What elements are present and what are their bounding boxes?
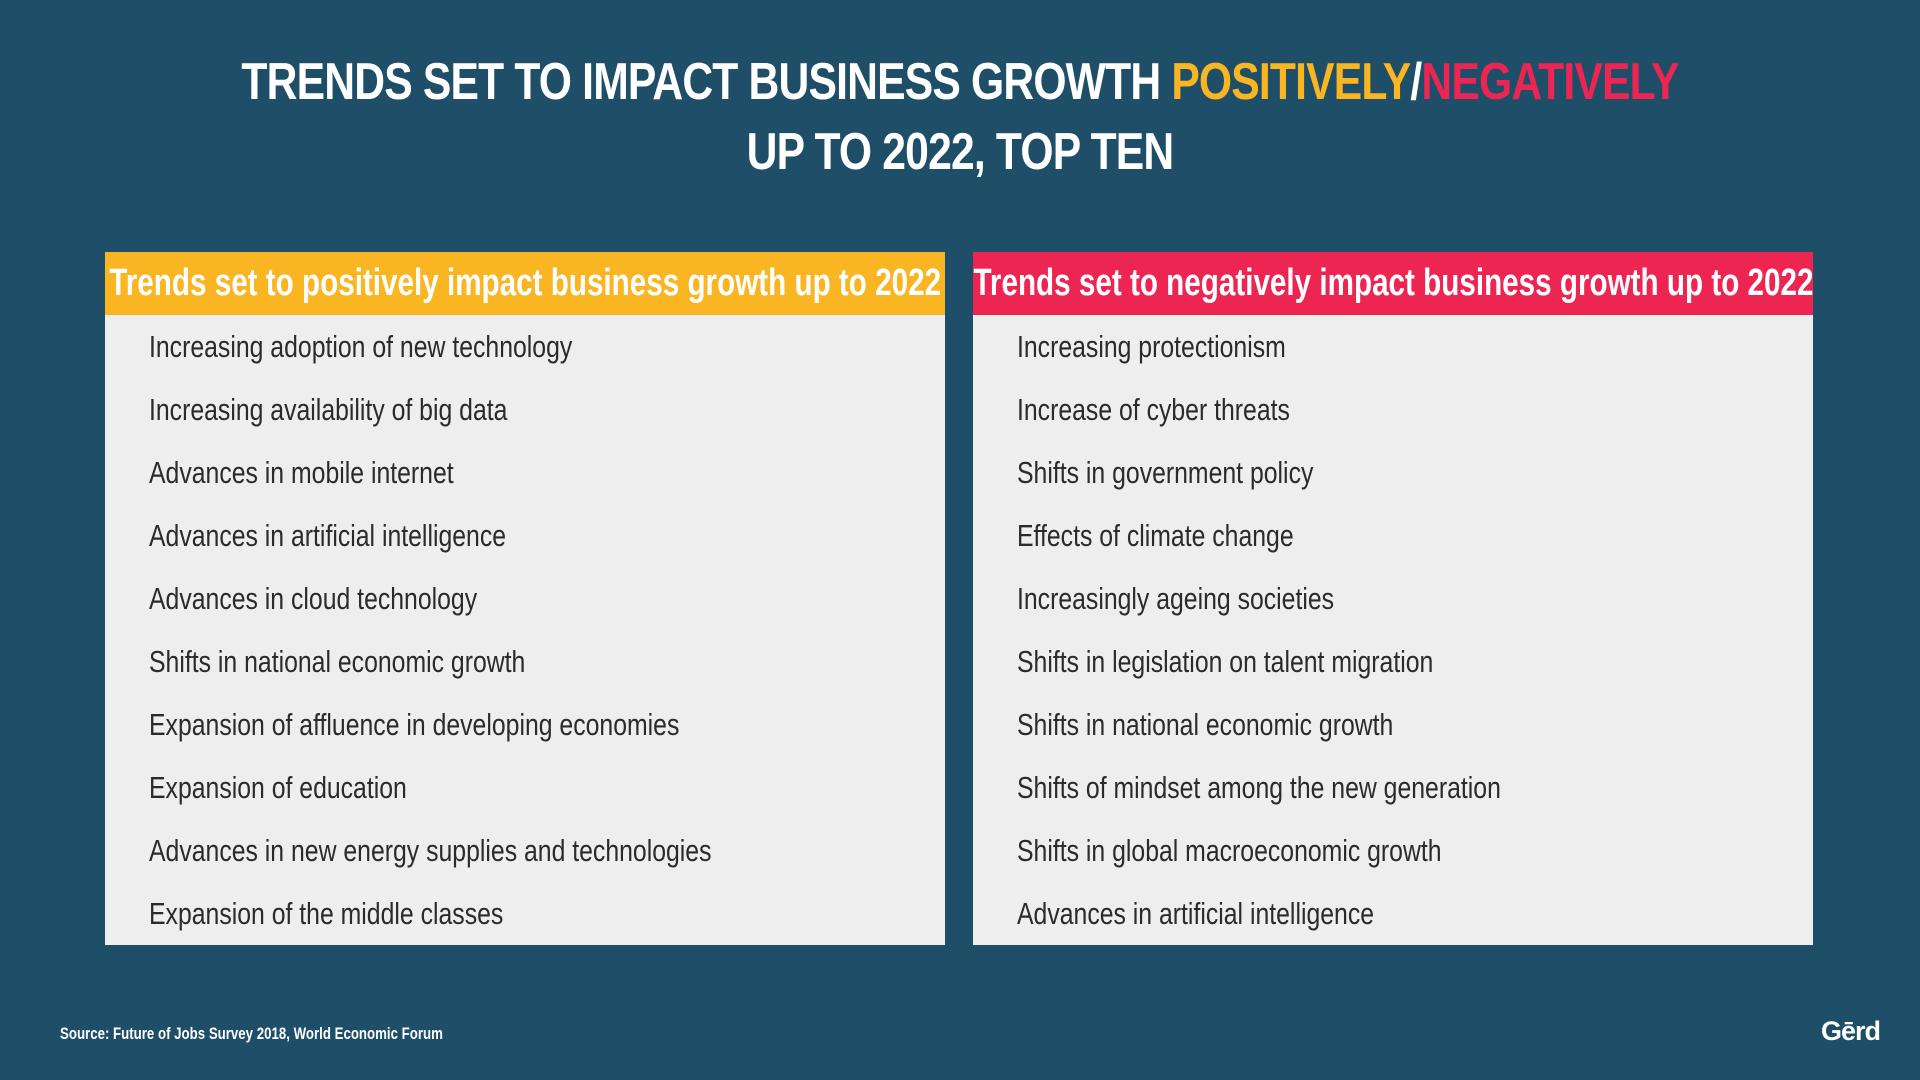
positive-trend-label: Advances in artificial intelligence bbox=[149, 518, 507, 553]
negative-trend-item: Shifts in government policy bbox=[973, 441, 1813, 504]
negative-trend-item: Shifts in national economic growth bbox=[973, 693, 1813, 756]
positive-trend-item: Advances in new energy supplies and tech… bbox=[105, 819, 945, 882]
positive-trend-item: Advances in cloud technology bbox=[105, 567, 945, 630]
negative-trend-label: Effects of climate change bbox=[1017, 518, 1294, 553]
title-prefix: TRENDS SET TO IMPACT BUSINESS GROWTH bbox=[241, 53, 1172, 111]
negative-panel-header: Trends set to negatively impact business… bbox=[973, 252, 1813, 315]
positive-trend-item: Increasing availability of big data bbox=[105, 378, 945, 441]
negative-trend-item: Increase of cyber threats bbox=[973, 378, 1813, 441]
positive-trend-label: Increasing adoption of new technology bbox=[149, 329, 573, 364]
positive-trend-item: Expansion of the middle classes bbox=[105, 882, 945, 945]
negative-trend-label: Advances in artificial intelligence bbox=[1017, 896, 1375, 931]
negative-trend-item: Increasing protectionism bbox=[973, 315, 1813, 378]
positive-trend-label: Advances in mobile internet bbox=[149, 455, 454, 490]
positive-trend-item: Expansion of education bbox=[105, 756, 945, 819]
positive-trends-list: Increasing adoption of new technology In… bbox=[105, 315, 945, 945]
negative-trend-item: Shifts in global macroeconomic growth bbox=[973, 819, 1813, 882]
negative-trend-label: Shifts in legislation on talent migratio… bbox=[1017, 644, 1434, 679]
negative-trend-label: Increasingly ageing societies bbox=[1017, 581, 1335, 616]
positive-trend-item: Advances in mobile internet bbox=[105, 441, 945, 504]
gerd-logo: Gērd bbox=[1820, 1016, 1881, 1046]
negative-panel-header-text: Trends set to negatively impact business… bbox=[973, 262, 1813, 304]
positive-trend-label: Shifts in national economic growth bbox=[149, 644, 526, 679]
positive-trend-label: Expansion of education bbox=[149, 770, 407, 805]
positive-trend-item: Increasing adoption of new technology bbox=[105, 315, 945, 378]
positive-trends-panel: Trends set to positively impact business… bbox=[105, 252, 945, 945]
negative-trend-label: Shifts in government policy bbox=[1017, 455, 1314, 490]
negative-trend-item: Increasingly ageing societies bbox=[973, 567, 1813, 630]
title-separator: / bbox=[1410, 53, 1422, 111]
positive-panel-header-text: Trends set to positively impact business… bbox=[109, 262, 941, 304]
negative-trend-label: Increasing protectionism bbox=[1017, 329, 1286, 364]
positive-trend-label: Advances in new energy supplies and tech… bbox=[149, 833, 712, 868]
source-citation: Source: Future of Jobs Survey 2018, Worl… bbox=[60, 1024, 443, 1043]
positive-trend-item: Shifts in national economic growth bbox=[105, 630, 945, 693]
positive-trend-label: Advances in cloud technology bbox=[149, 581, 478, 616]
negative-trends-list: Increasing protectionism Increase of cyb… bbox=[973, 315, 1813, 945]
negative-trend-item: Advances in artificial intelligence bbox=[973, 882, 1813, 945]
negative-trends-panel: Trends set to negatively impact business… bbox=[973, 252, 1813, 945]
positive-panel-header: Trends set to positively impact business… bbox=[105, 252, 945, 315]
negative-trend-item: Shifts in legislation on talent migratio… bbox=[973, 630, 1813, 693]
positive-trend-item: Expansion of affluence in developing eco… bbox=[105, 693, 945, 756]
positive-trend-item: Advances in artificial intelligence bbox=[105, 504, 945, 567]
negative-trend-label: Shifts of mindset among the new generati… bbox=[1017, 770, 1501, 805]
negative-trend-label: Increase of cyber threats bbox=[1017, 392, 1290, 427]
positive-trend-label: Increasing availability of big data bbox=[149, 392, 508, 427]
negative-trend-label: Shifts in national economic growth bbox=[1017, 707, 1394, 742]
page-title-line2: UP TO 2022, TOP TEN bbox=[746, 123, 1175, 181]
positive-trend-label: Expansion of the middle classes bbox=[149, 896, 504, 931]
positive-trend-label: Expansion of affluence in developing eco… bbox=[149, 707, 680, 742]
title-negative-word: NEGATIVELY bbox=[1421, 53, 1679, 111]
negative-trend-item: Shifts of mindset among the new generati… bbox=[973, 756, 1813, 819]
title-positive-word: POSITIVELY bbox=[1171, 53, 1411, 111]
negative-trend-item: Effects of climate change bbox=[973, 504, 1813, 567]
page-title-line1: TRENDS SET TO IMPACT BUSINESS GROWTH POS… bbox=[173, 52, 1747, 112]
negative-trend-label: Shifts in global macroeconomic growth bbox=[1017, 833, 1442, 868]
